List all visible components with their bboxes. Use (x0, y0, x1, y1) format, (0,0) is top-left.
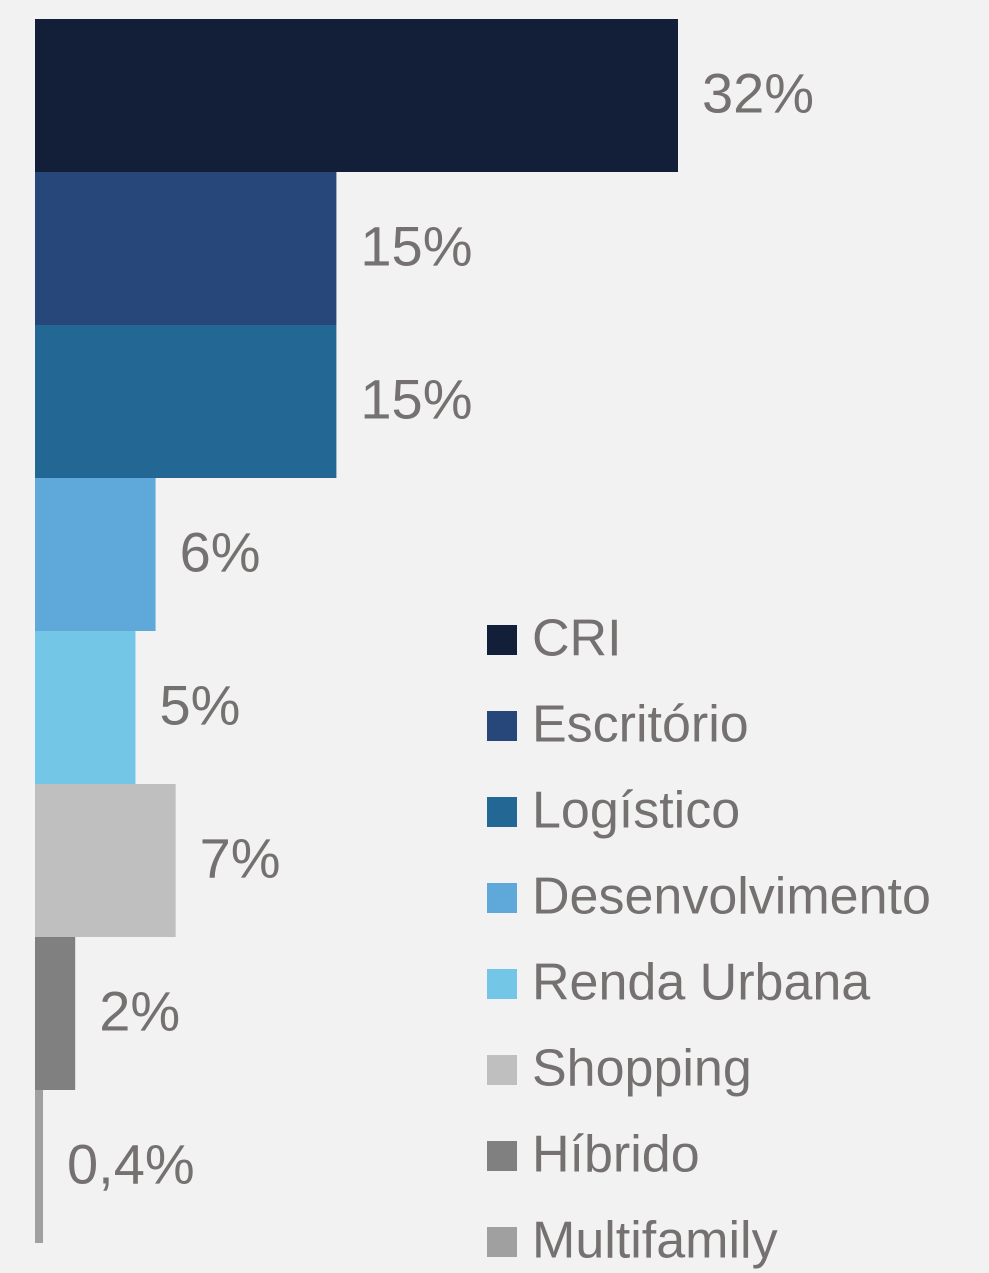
legend-swatch (487, 1227, 517, 1257)
legend-swatch (487, 1141, 517, 1171)
legend-label: Desenvolvimento (532, 868, 931, 926)
value-label: 32% (702, 61, 814, 124)
bar (35, 19, 678, 172)
legend-swatch (487, 1055, 517, 1085)
bar (35, 784, 176, 937)
value-label: 6% (180, 520, 261, 583)
bar (35, 937, 76, 1090)
bar (35, 1090, 44, 1243)
bar (35, 325, 337, 478)
legend-swatch (487, 711, 517, 741)
value-label: 7% (200, 826, 281, 889)
legend-swatch (487, 883, 517, 913)
legend-swatch (487, 625, 517, 655)
legend-label: Shopping (532, 1040, 752, 1098)
bar (35, 172, 337, 325)
legend-label: Escritório (532, 696, 749, 754)
value-label: 15% (360, 214, 472, 277)
value-label: 5% (159, 673, 240, 736)
legend-label: Multifamily (532, 1212, 778, 1270)
bar (35, 631, 136, 784)
legend-swatch (487, 797, 517, 827)
legend-label: Logístico (532, 782, 740, 840)
value-label: 15% (360, 367, 472, 430)
bar (35, 478, 156, 631)
legend-label: Renda Urbana (532, 954, 870, 1012)
legend-label: Híbrido (532, 1126, 700, 1184)
value-label: 2% (99, 979, 180, 1042)
legend-label: CRI (532, 610, 622, 668)
value-label: 0,4% (67, 1132, 195, 1195)
legend-swatch (487, 969, 517, 999)
